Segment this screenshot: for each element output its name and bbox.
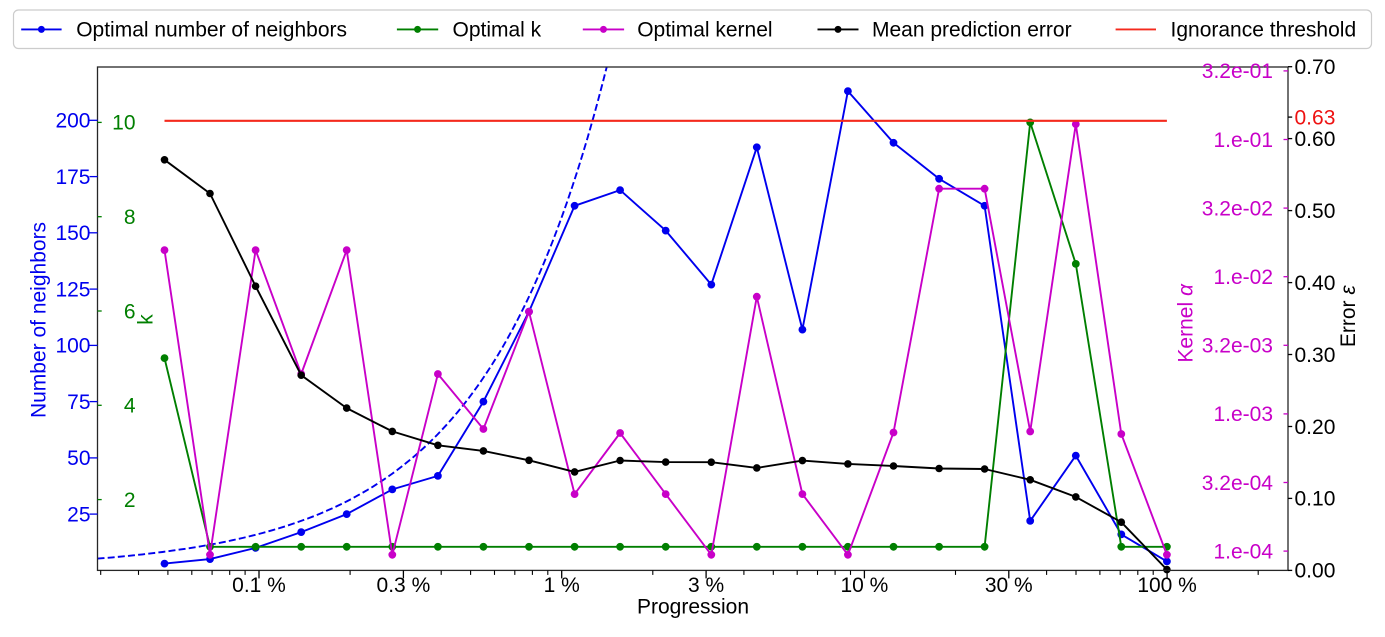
svg-text:50: 50 [67, 447, 90, 470]
svg-text:0.1 %: 0.1 % [232, 574, 286, 597]
svg-text:0.50: 0.50 [1295, 200, 1336, 223]
svg-text:k: k [135, 314, 158, 325]
svg-text:0.60: 0.60 [1295, 128, 1336, 151]
svg-text:125: 125 [55, 278, 90, 301]
svg-text:1.e-02: 1.e-02 [1213, 266, 1273, 289]
svg-text:1.e-04: 1.e-04 [1213, 540, 1273, 563]
svg-text:30 %: 30 % [985, 574, 1033, 597]
svg-text:Optimal k: Optimal k [453, 19, 542, 42]
svg-text:1.e-03: 1.e-03 [1213, 403, 1273, 426]
svg-text:1.e-01: 1.e-01 [1213, 129, 1273, 152]
svg-text:Mean prediction error: Mean prediction error [872, 19, 1072, 42]
svg-text:6: 6 [124, 300, 136, 323]
svg-text:100: 100 [55, 335, 90, 358]
svg-text:0.10: 0.10 [1295, 488, 1336, 511]
svg-text:0.30: 0.30 [1295, 344, 1336, 367]
svg-text:0.00: 0.00 [1295, 560, 1336, 583]
svg-text:10 %: 10 % [840, 574, 888, 597]
svg-text:3.2e-03: 3.2e-03 [1202, 335, 1273, 358]
svg-text:0.20: 0.20 [1295, 416, 1336, 439]
svg-text:3.2e-02: 3.2e-02 [1202, 197, 1273, 220]
svg-text:1 %: 1 % [544, 574, 580, 597]
svg-text:Error ε: Error ε [1337, 285, 1360, 348]
svg-text:Ignorance threshold: Ignorance threshold [1171, 19, 1357, 42]
svg-text:0.63: 0.63 [1295, 106, 1336, 129]
svg-text:175: 175 [55, 166, 90, 189]
svg-text:8: 8 [124, 206, 136, 229]
svg-text:3.2e-04: 3.2e-04 [1202, 472, 1274, 495]
svg-text:200: 200 [55, 110, 90, 133]
svg-text:Optimal kernel: Optimal kernel [637, 19, 772, 42]
svg-text:0.3 %: 0.3 % [377, 574, 431, 597]
svg-text:10: 10 [112, 112, 135, 135]
svg-text:0.70: 0.70 [1295, 56, 1336, 79]
svg-text:Kernel α: Kernel α [1175, 283, 1198, 363]
svg-text:Progression: Progression [637, 595, 749, 618]
svg-text:4: 4 [124, 395, 136, 418]
svg-text:100 %: 100 % [1137, 574, 1197, 597]
svg-text:Number of neighbors: Number of neighbors [28, 222, 51, 418]
svg-text:150: 150 [55, 222, 90, 245]
svg-text:0.40: 0.40 [1295, 272, 1336, 295]
svg-text:3 %: 3 % [688, 574, 724, 597]
svg-text:Optimal number of neighbors: Optimal number of neighbors [76, 19, 347, 42]
svg-text:3.2e-01: 3.2e-01 [1202, 60, 1273, 83]
svg-text:75: 75 [67, 391, 90, 414]
svg-text:25: 25 [67, 503, 90, 526]
svg-text:2: 2 [124, 489, 136, 512]
